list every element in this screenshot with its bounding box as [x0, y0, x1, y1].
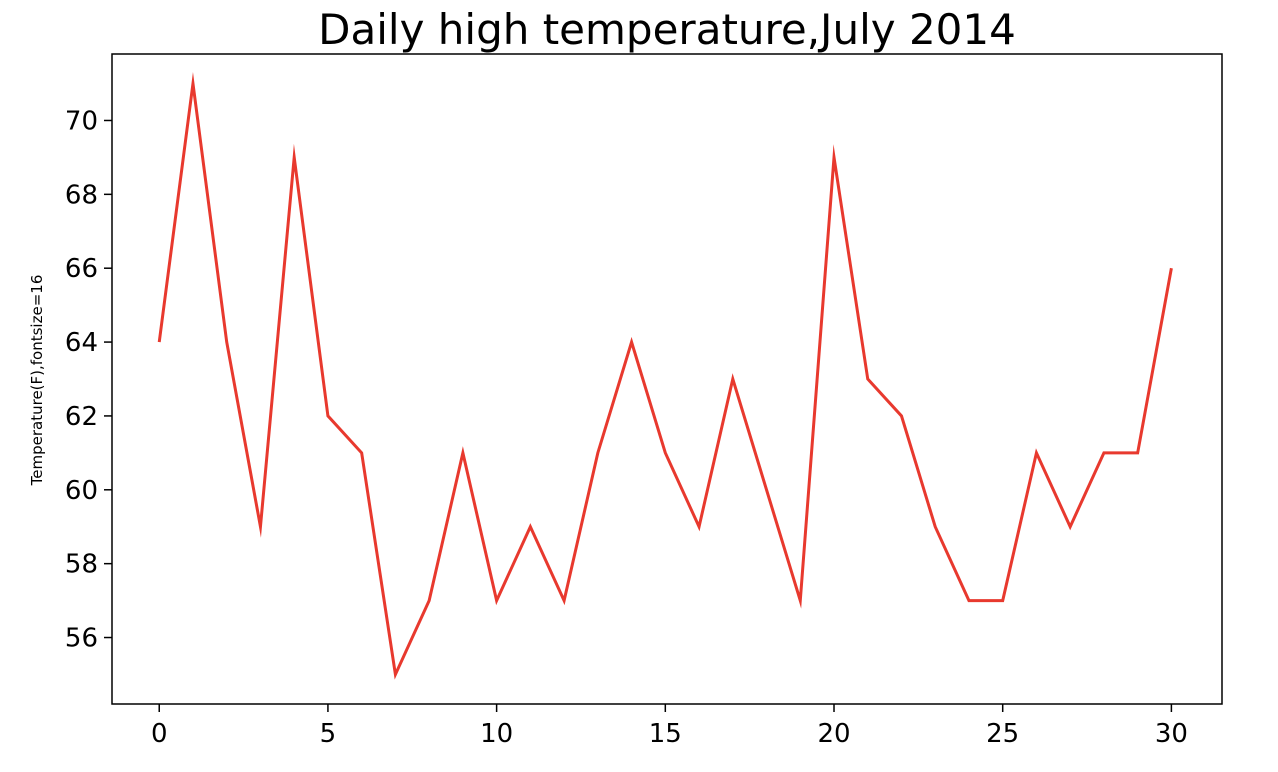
series-layer: [157, 71, 1173, 680]
y-tick-label: 64: [65, 328, 98, 358]
y-tick-label: 68: [65, 180, 98, 210]
x-tick-label: 5: [320, 719, 337, 749]
series-line: [157, 71, 1173, 680]
x-tick-label: 0: [151, 719, 168, 749]
y-tick-label: 62: [65, 402, 98, 432]
x-tick-label: 20: [817, 719, 850, 749]
y-axis: 56 58 60 62 64 66 68 70: [65, 106, 112, 654]
y-axis-label: Temperature(F),fontsize=16: [28, 275, 46, 487]
x-tick-label: 15: [649, 719, 682, 749]
x-tick-label: 10: [480, 719, 513, 749]
x-tick-label: 25: [986, 719, 1019, 749]
y-tick-label: 66: [65, 254, 98, 284]
y-tick-label: 60: [65, 476, 98, 506]
y-tick-label: 58: [65, 550, 98, 580]
x-axis: 0 5 10 15 20 25 30: [151, 704, 1188, 749]
y-tick-label: 70: [65, 106, 98, 136]
plot-frame: [111, 53, 1223, 705]
chart-title: Daily high temperature,July 2014: [318, 5, 1016, 54]
y-tick-label: 56: [65, 624, 98, 654]
x-tick-label: 30: [1155, 719, 1188, 749]
